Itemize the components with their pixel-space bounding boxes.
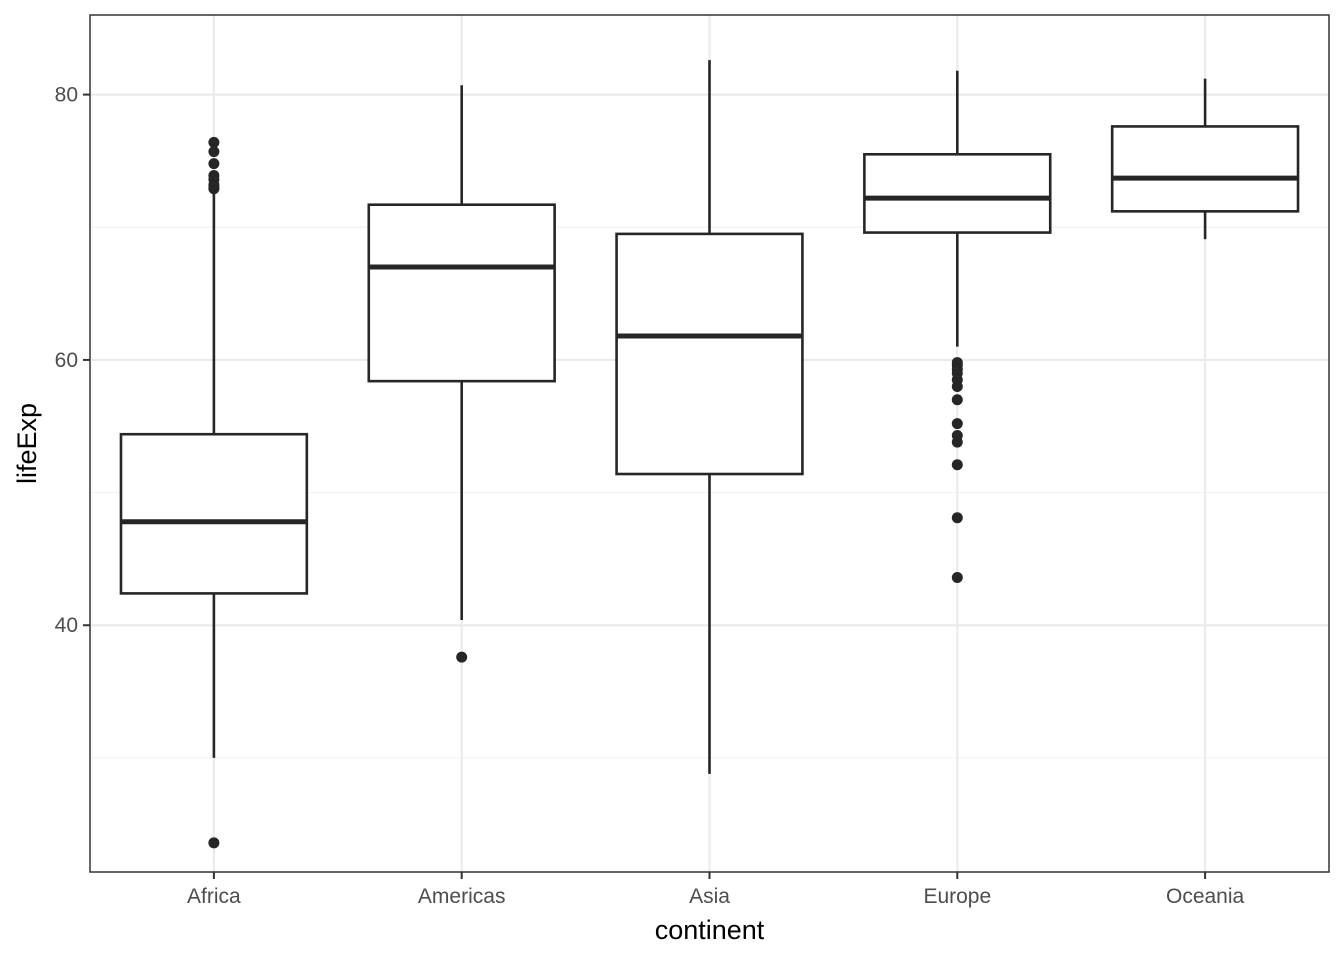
box-iqr-oceania (1110, 125, 1300, 213)
x-axis: Africa Americas Asia Europe Oceania (187, 872, 1245, 908)
outlier-point-africa-8 (208, 136, 220, 148)
box-iqr-americas (367, 203, 556, 383)
y-axis-title: lifeExp (12, 403, 42, 484)
outlier-point-europe-4 (951, 430, 963, 442)
outlier-point-africa-6 (208, 158, 220, 170)
outlier-point-europe-1 (951, 512, 963, 524)
y-tick-label-80: 80 (55, 84, 78, 107)
outlier-point-europe-2 (951, 459, 963, 471)
outlier-point-europe-12 (951, 357, 963, 369)
outlier-point-africa-5 (208, 170, 220, 182)
x-axis-title: continent (655, 915, 765, 945)
outlier-point-europe-6 (951, 394, 963, 406)
outlier-point-europe-5 (951, 418, 963, 430)
x-tick-label-asia: Asia (689, 885, 730, 908)
box-africa (119, 136, 309, 849)
boxes-layer (119, 60, 1300, 849)
box-iqr-africa (119, 432, 309, 595)
box-asia (615, 60, 804, 774)
y-tick-label-60: 60 (55, 349, 78, 372)
x-tick-label-europe: Europe (923, 885, 991, 908)
x-tick-label-oceania: Oceania (1166, 885, 1245, 908)
x-tick-label-africa: Africa (187, 885, 241, 908)
outlier-point-africa-7 (208, 146, 220, 158)
y-tick-label-40: 40 (55, 614, 78, 637)
box-oceania (1110, 78, 1300, 240)
box-iqr-asia (615, 232, 804, 476)
box-europe (863, 70, 1052, 583)
outlier-point-africa-0 (208, 837, 220, 849)
outlier-point-europe-0 (951, 571, 963, 583)
outlier-point-americas-0 (456, 651, 468, 663)
x-tick-label-americas: Americas (418, 885, 506, 908)
box-iqr-europe (863, 152, 1052, 234)
box-americas (367, 85, 556, 663)
y-axis: 40 60 80 (55, 84, 90, 637)
